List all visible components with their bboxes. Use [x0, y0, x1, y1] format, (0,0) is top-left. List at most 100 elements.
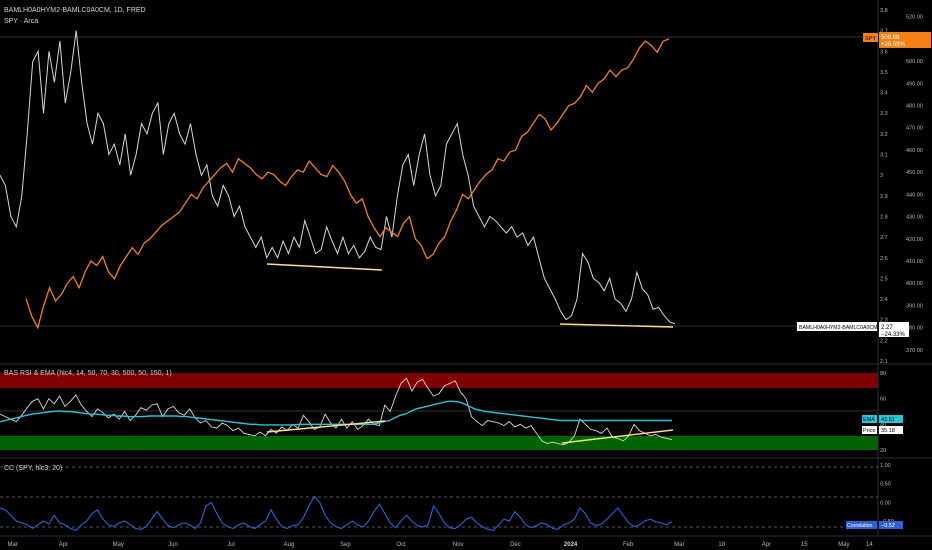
rsi-value-box: [879, 426, 903, 434]
trendline-summer: [266, 263, 383, 271]
cc-tag: Correlation: [847, 523, 872, 529]
right-price-tick: 490.00: [906, 81, 923, 87]
cc-tag-box: [846, 521, 877, 529]
rsi-tick: 60: [880, 397, 886, 403]
time-tick: Sep: [340, 542, 351, 548]
rsi-trendline-winter: [561, 429, 674, 444]
right-price-tick: 380.00: [906, 326, 923, 332]
right-price-tick: 480.00: [906, 104, 923, 110]
time-axis[interactable]: Mar Apr May Jun Jul Aug Sep Oct Nov Dec 2024 Feb Mar…: [8, 542, 874, 548]
cc-tick: 1.00: [880, 463, 891, 469]
right-price-tick: 440.00: [906, 192, 923, 198]
cc-tick: 0.00: [880, 500, 891, 506]
rsi-series-group: [0, 377, 673, 446]
cc-pane: [0, 466, 878, 532]
right-price-tick: 430.00: [906, 215, 923, 221]
spread-change: −24.33%: [881, 332, 906, 338]
spread-price-box: [879, 322, 909, 337]
left-price-tick: 3.6: [880, 49, 888, 55]
cc-tag-group: Correlation −0.52: [846, 521, 903, 529]
left-price-tick: 3.7: [880, 29, 888, 35]
ema-tag-box: [862, 415, 877, 423]
spy-last-value: 509.69: [881, 35, 900, 41]
main-series-group: [0, 30, 676, 330]
left-price-tick: 3.5: [880, 70, 888, 76]
time-tick: Apr: [59, 542, 68, 548]
trendline-winter: [559, 323, 674, 328]
main-pane: [0, 30, 878, 330]
left-price-tick: 3.3: [880, 111, 888, 117]
time-tick: 14: [866, 542, 873, 548]
spread-tag-group: BAMLH0A0HYM2-BAMLC0A0CM 2.27 −24.33%: [797, 322, 909, 338]
time-tick: 2024: [564, 542, 578, 548]
left-price-tick: 2.7: [880, 235, 888, 241]
cc-tick: 0.50: [880, 482, 891, 488]
cc-last-value: −0.52: [881, 523, 895, 529]
time-tick: Mar: [8, 542, 18, 548]
rsi-tick: 20: [880, 448, 886, 454]
cc-price-axis[interactable]: 1.000.500.00−0.50: [880, 463, 894, 525]
left-price-tick: 2.5: [880, 276, 888, 282]
ema-value-box: [879, 415, 903, 423]
right-price-tick: 450.00: [906, 170, 923, 176]
ema-line: [0, 400, 672, 426]
time-tick: 18: [718, 542, 725, 548]
time-tick: Nov: [453, 542, 464, 548]
right-price-tick: 520.00: [906, 15, 923, 21]
left-price-tick: 3.1: [880, 153, 888, 159]
cc-title[interactable]: CC (SPY, hlc3, 20): [4, 465, 62, 472]
time-tick: Apr: [762, 542, 771, 548]
time-tick: May: [838, 542, 849, 548]
time-tick: Dec: [510, 542, 521, 548]
time-tick: Feb: [623, 542, 634, 548]
rsi-pane: [0, 373, 878, 450]
spread-tag-box: [797, 322, 877, 331]
rsi-tick: 80: [880, 371, 886, 377]
spy-change: +28.59%: [881, 42, 906, 48]
left-price-tick: 2.3: [880, 318, 888, 324]
time-tick: Mar: [674, 542, 684, 548]
rsi-tag: Price: [863, 428, 876, 434]
left-price-tick: 2.6: [880, 256, 888, 262]
spy-tag-box: [863, 33, 878, 42]
cc-series-group: [0, 495, 673, 532]
rsi-line: [0, 377, 673, 446]
rsi-price-axis[interactable]: 80 60 40 20: [880, 371, 886, 454]
left-price-tick: 2.4: [880, 297, 888, 303]
spy-price-box: [879, 32, 931, 48]
rsi-last-value: 35.18: [881, 428, 895, 434]
rsi-oversold-band: [0, 436, 878, 450]
right-price-tick: 370.00: [906, 348, 923, 354]
time-tick: 15: [801, 542, 808, 548]
ema-tag: EMA: [863, 417, 875, 423]
left-price-tick: 2.8: [880, 215, 888, 221]
time-tick: Aug: [284, 542, 295, 548]
chart-subtitle[interactable]: SPY · Arca: [4, 18, 38, 25]
spread-line: [0, 30, 676, 325]
rsi-tag-group: Price 35.18: [862, 426, 903, 434]
spy-tag: SPY: [865, 36, 876, 42]
time-tick: May: [113, 542, 124, 548]
left-price-tick: 3.2: [880, 132, 888, 138]
left-price-tick: 2.1: [880, 359, 888, 365]
spread-last-value: 2.27: [881, 325, 893, 331]
right-price-tick: 470.00: [906, 126, 923, 132]
right-price-tick: 460.00: [906, 148, 923, 154]
rsi-title[interactable]: BAS RSI & EMA (hlc4, 14, 50, 70, 30, 500…: [4, 370, 172, 377]
spy-tag-group: SPY 509.69 +28.59%: [863, 32, 931, 48]
left-price-tick: 2.9: [880, 194, 888, 200]
left-price-tick: 3.8: [880, 8, 888, 14]
spread-tag: BAMLH0A0HYM2-BAMLC0A0CM: [799, 325, 877, 331]
left-price-tick: 3.4: [880, 91, 888, 97]
main-price-axis[interactable]: 520.00510.00500.00490.00480.00470.00460.…: [880, 8, 923, 365]
rsi-overbought-band: [0, 373, 878, 388]
left-price-tick: 2.2: [880, 338, 888, 344]
right-price-tick: 500.00: [906, 59, 923, 65]
cc-line: [0, 495, 673, 532]
cc-value-box: [879, 521, 903, 529]
right-price-tick: 390.00: [906, 304, 923, 310]
right-price-tick: 420.00: [906, 237, 923, 243]
chart-title[interactable]: BAMLH0A0HYM2-BAMLC0A0CM, 1D, FRED: [4, 7, 146, 14]
rsi-tick: 40: [880, 422, 886, 428]
left-price-tick: 3: [880, 173, 883, 179]
